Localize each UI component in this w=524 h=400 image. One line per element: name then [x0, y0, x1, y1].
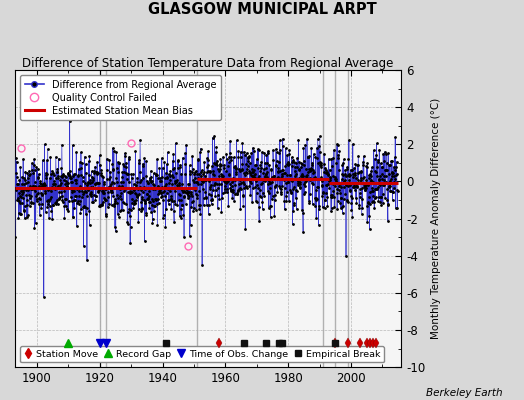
- Legend: Station Move, Record Gap, Time of Obs. Change, Empirical Break: Station Move, Record Gap, Time of Obs. C…: [20, 346, 384, 362]
- Text: GLASGOW MUNICIPAL ARPT: GLASGOW MUNICIPAL ARPT: [148, 2, 376, 17]
- Title: Difference of Station Temperature Data from Regional Average: Difference of Station Temperature Data f…: [23, 57, 394, 70]
- Y-axis label: Monthly Temperature Anomaly Difference (°C): Monthly Temperature Anomaly Difference (…: [431, 98, 441, 339]
- Text: Berkeley Earth: Berkeley Earth: [427, 388, 503, 398]
